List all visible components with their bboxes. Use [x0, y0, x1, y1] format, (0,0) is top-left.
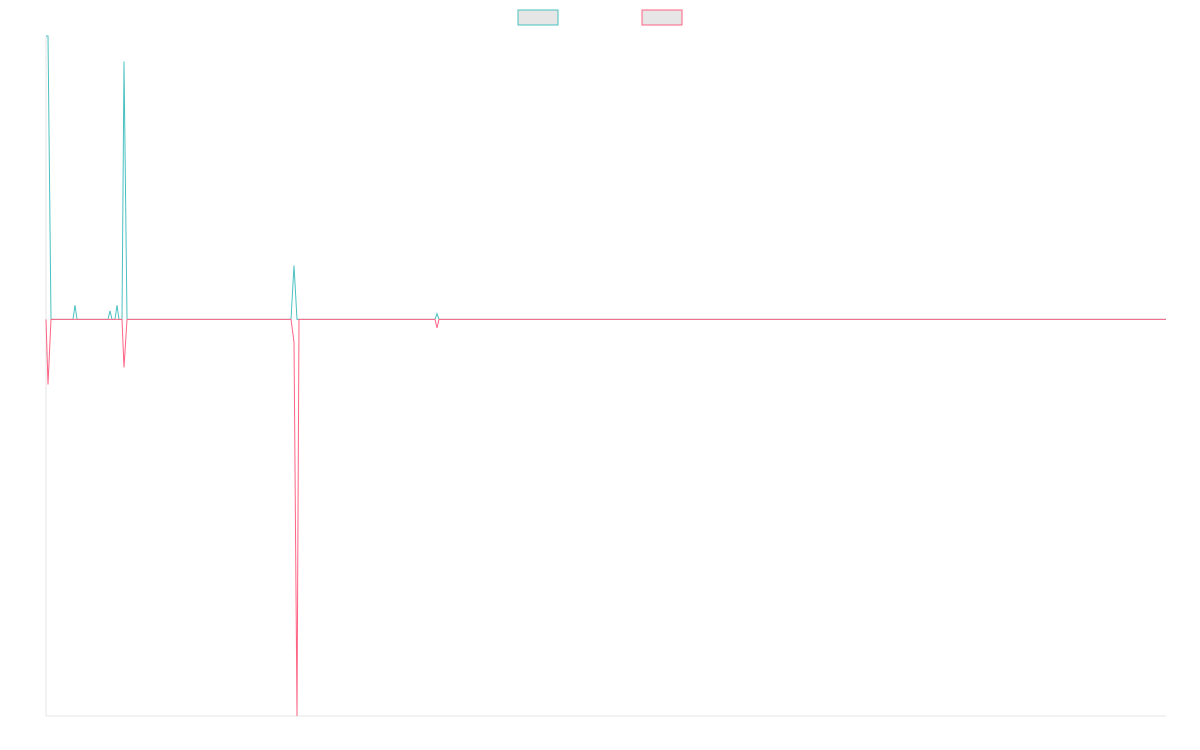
series-line	[46, 35, 1166, 320]
series-line	[45, 318, 1166, 717]
legend-swatch[interactable]	[517, 9, 559, 26]
legend-swatch[interactable]	[641, 9, 683, 26]
